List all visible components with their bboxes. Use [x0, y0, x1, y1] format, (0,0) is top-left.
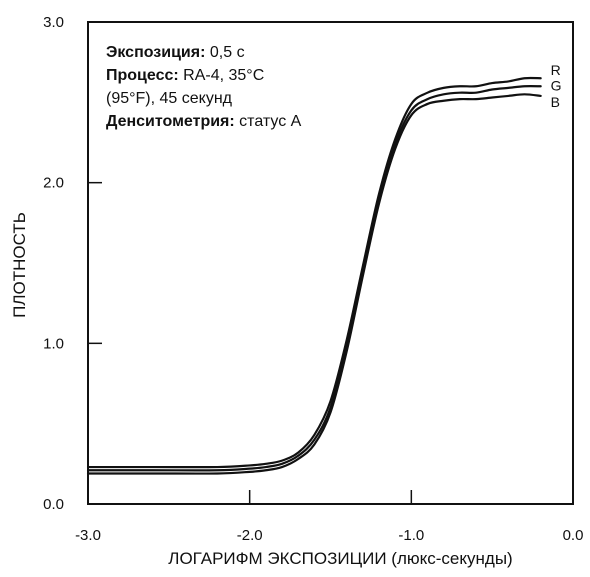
annotation-value: статус А	[235, 113, 302, 130]
series-label-b: B	[551, 94, 560, 110]
x-tick-label: -3.0	[75, 527, 101, 544]
x-tick-label: -2.0	[237, 527, 263, 544]
annotation-line: Экспозиция: 0,5 с	[106, 44, 245, 61]
series-label-r: R	[551, 62, 561, 78]
series-line-g	[86, 85, 542, 472]
annotation-key: Экспозиция:	[106, 44, 205, 61]
plot-frame	[87, 21, 574, 505]
y-tick-label: 2.0	[43, 175, 64, 192]
y-tick-label: 0.0	[43, 496, 64, 513]
y-tick-label: 3.0	[43, 14, 64, 31]
x-tick-label: 0.0	[563, 527, 584, 544]
annotation-value: 0,5 с	[205, 44, 244, 61]
annotation-line: (95°F), 45 секунд	[106, 90, 233, 107]
y-axis-title: ПЛОТНОСТЬ	[10, 212, 29, 318]
y-tick-label: 1.0	[43, 335, 64, 352]
annotation-line: Денситометрия: статус А	[106, 113, 302, 130]
annotation-key: Денситометрия:	[106, 113, 235, 130]
annotation-line: Процесс: RA-4, 35°C	[106, 67, 264, 84]
series-label-g: G	[551, 77, 562, 93]
series-line-r	[86, 76, 542, 469]
x-axis-title: ЛОГАРИФМ ЭКСПОЗИЦИИ (люкс-секунды)	[168, 549, 512, 568]
annotation-value: (95°F), 45 секунд	[106, 90, 233, 107]
annotation-value: RA-4, 35°C	[179, 67, 265, 84]
series-line-b	[86, 93, 542, 475]
x-tick-label: -1.0	[398, 527, 424, 544]
annotation-key: Процесс:	[106, 67, 179, 84]
